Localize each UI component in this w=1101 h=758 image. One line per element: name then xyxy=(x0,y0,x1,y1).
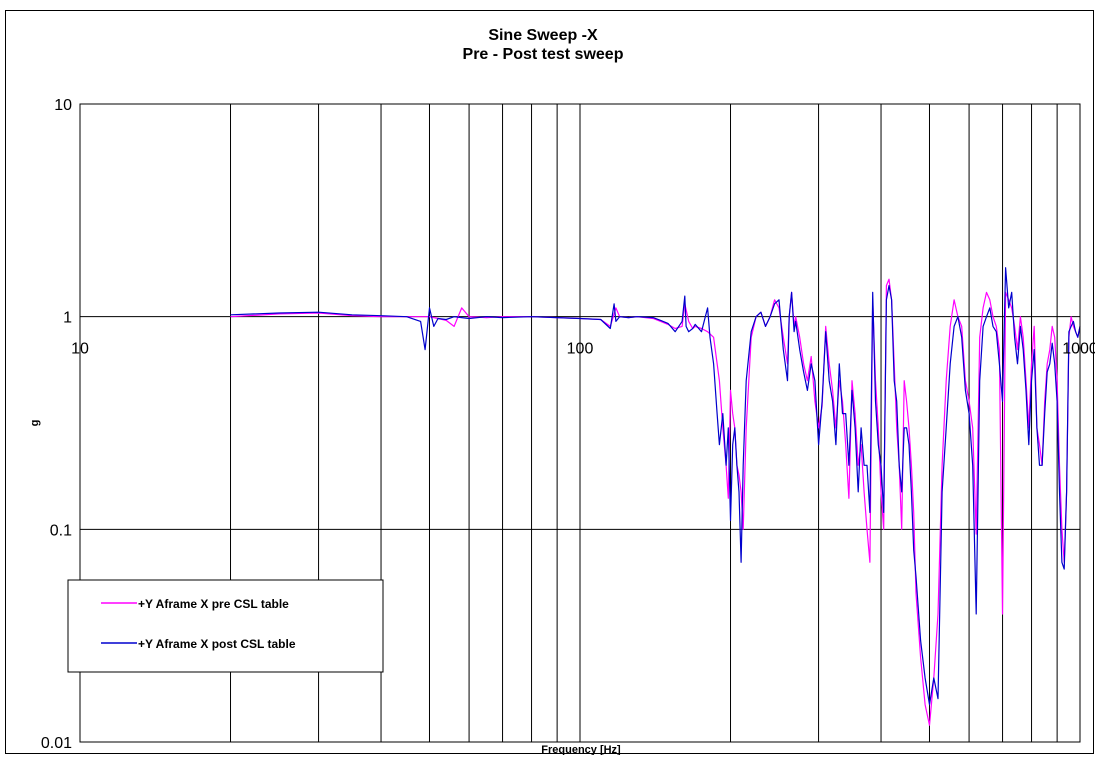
x-axis-label: Frequency [Hz] xyxy=(541,744,621,755)
y-axis-label: g xyxy=(29,420,41,427)
plot-border xyxy=(79,103,1081,743)
y-tick-label: 0.1 xyxy=(50,522,72,539)
x-tick-label: 10 xyxy=(71,341,89,358)
series-lines xyxy=(230,267,1081,726)
chart-subtitle: Pre - Post test sweep xyxy=(463,46,624,63)
legend-label-post: +Y Aframe X post CSL table xyxy=(138,637,296,651)
grid-lines xyxy=(80,104,1080,742)
x-tick-label: 100 xyxy=(567,341,594,358)
series-line-post xyxy=(230,267,1081,706)
y-tick-label: 10 xyxy=(54,97,72,114)
series-line-pre xyxy=(230,278,1081,726)
y-tick-label: 1 xyxy=(63,310,72,327)
legend-box xyxy=(67,579,384,673)
tick-labels: 10 100 1000 0.01 0.1 1 10 xyxy=(41,97,1095,752)
chart-title: Sine Sweep -X xyxy=(488,27,598,44)
legend-label-pre: +Y Aframe X pre CSL table xyxy=(138,597,289,611)
chart-area: Sine Sweep -X Pre - Post test sweep 10 10… xyxy=(5,10,1095,755)
x-tick-label: 1000 xyxy=(1062,341,1095,358)
legend: +Y Aframe X pre CSL table +Y Aframe X po… xyxy=(67,579,384,673)
y-tick-label: 0.01 xyxy=(41,735,72,752)
chart-svg: Sine Sweep -X Pre - Post test sweep 10 10… xyxy=(29,27,1095,755)
